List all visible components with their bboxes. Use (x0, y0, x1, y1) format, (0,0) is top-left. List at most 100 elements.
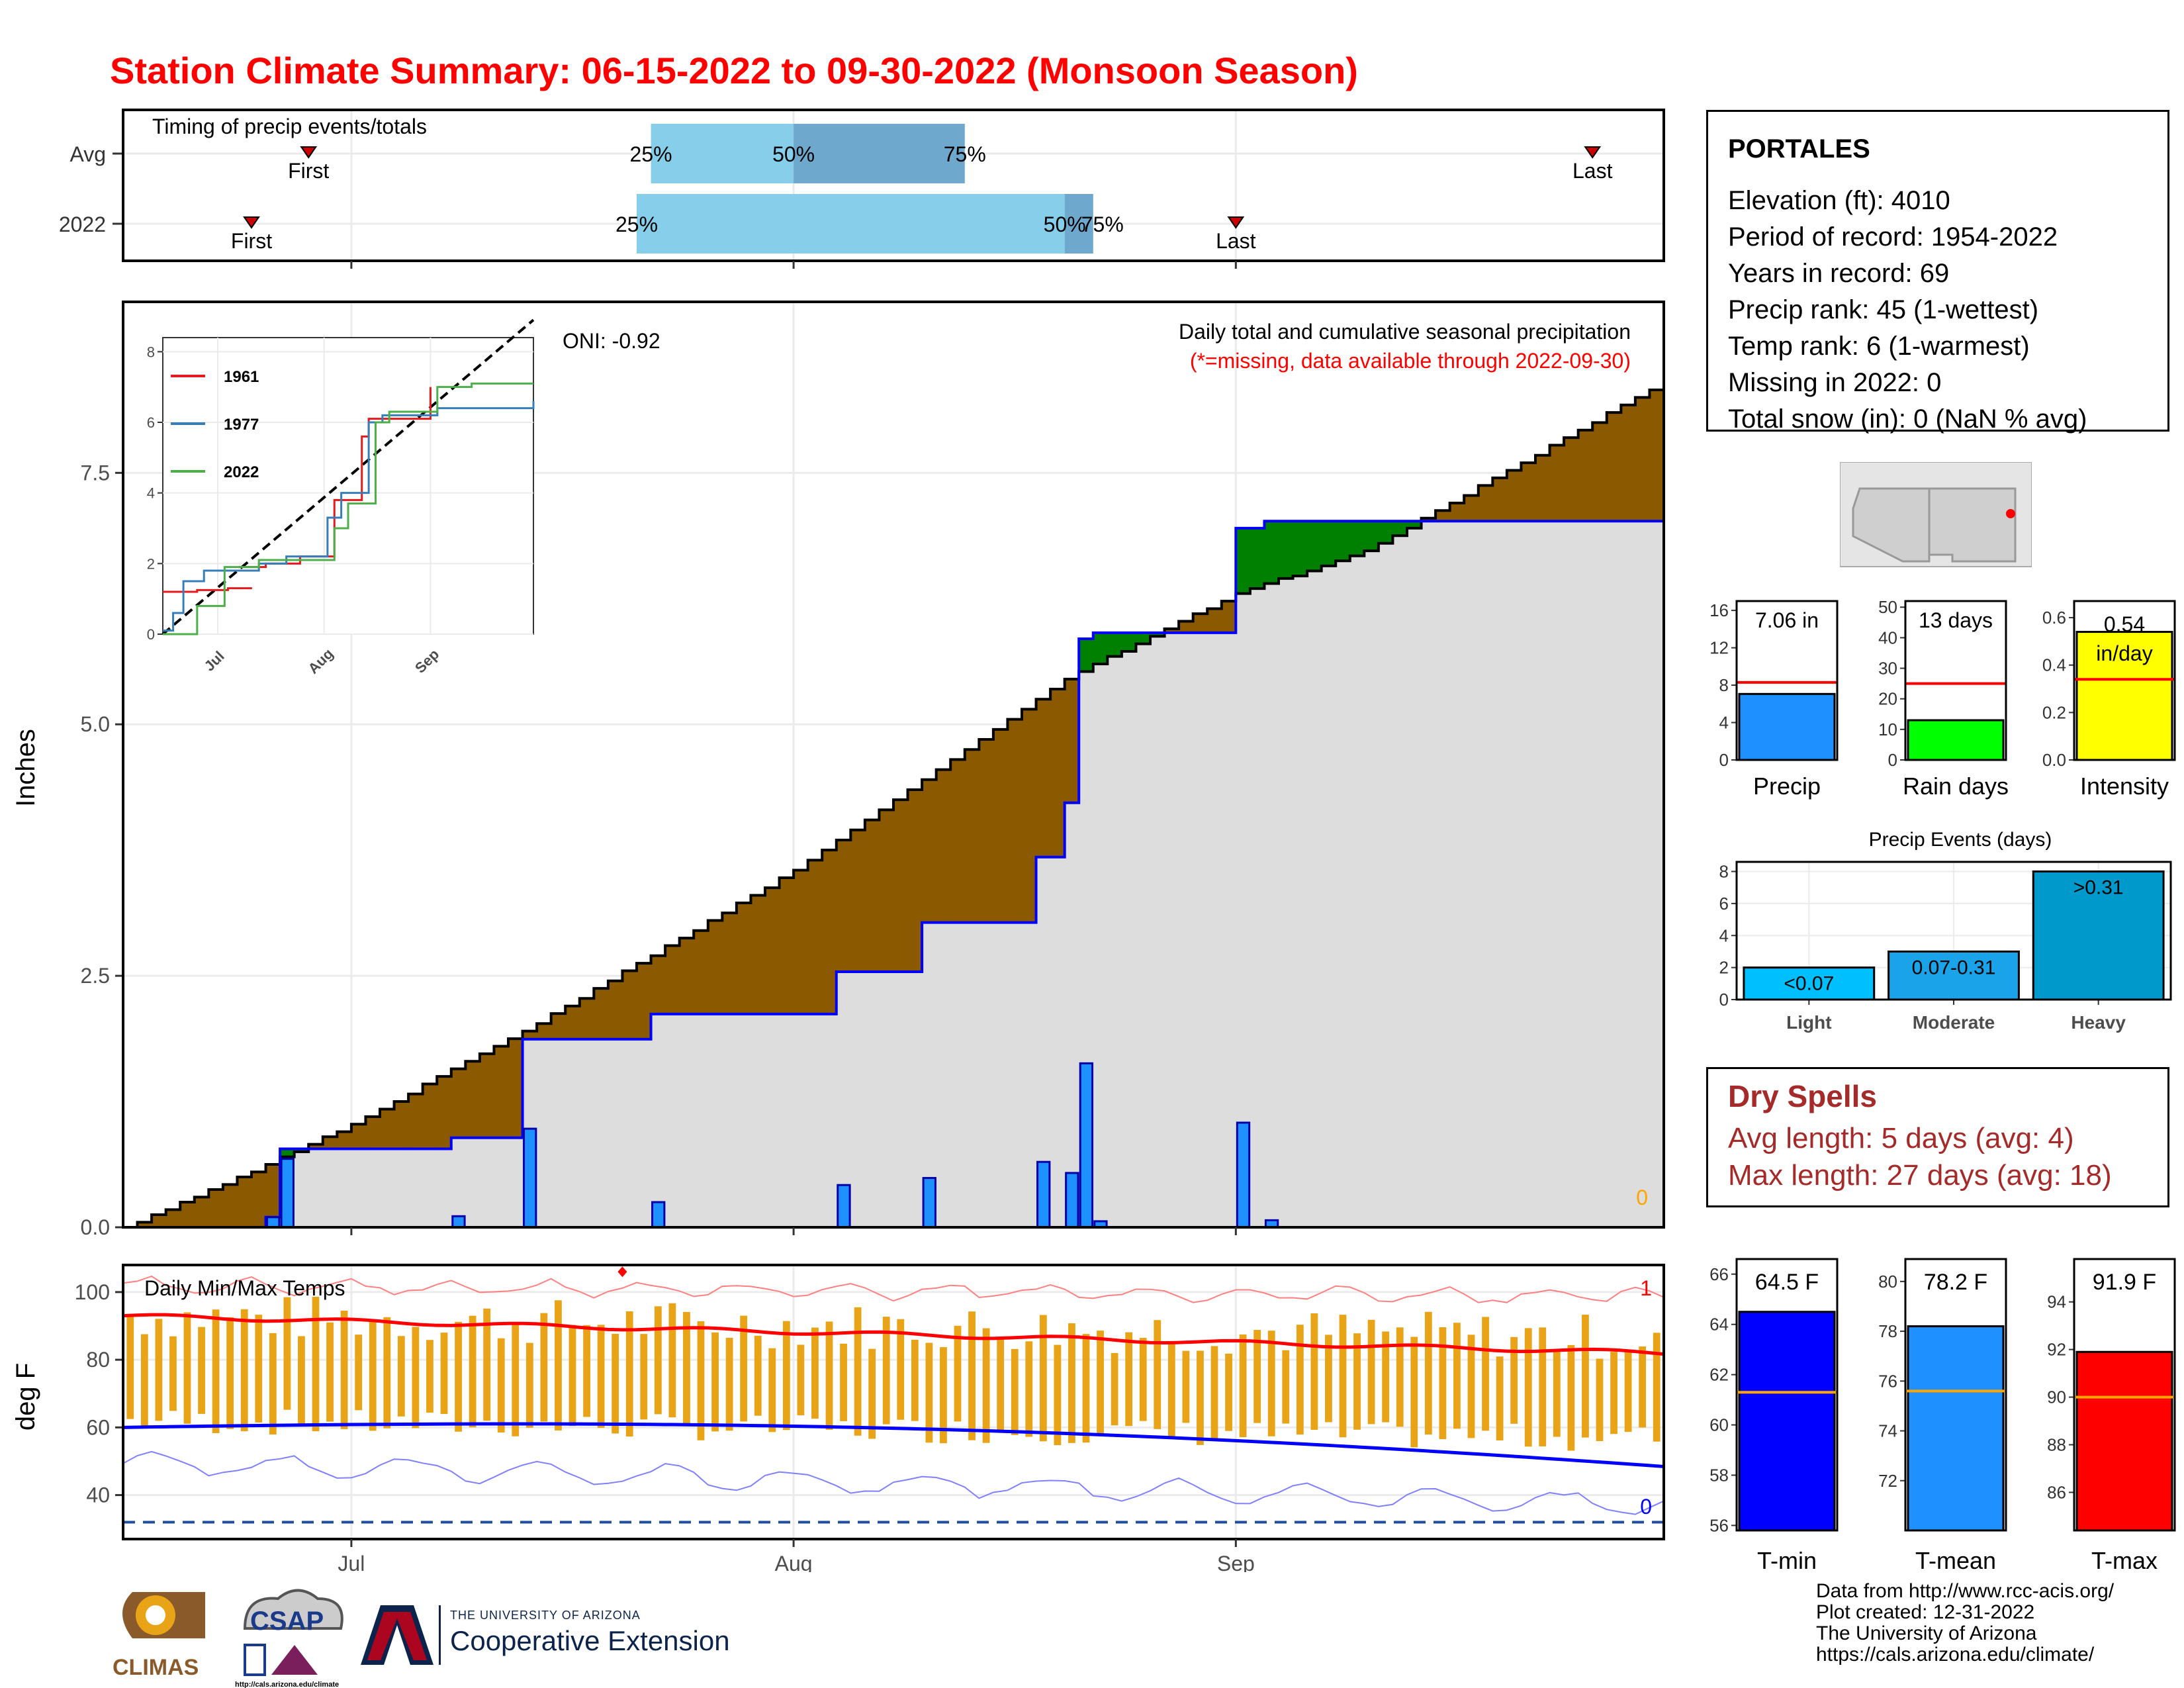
temps-plot-bg (123, 1265, 1664, 1539)
temps-daily-range-bar (412, 1327, 420, 1429)
temps-daily-range-bar (212, 1309, 220, 1433)
timing-last-marker (1584, 146, 1602, 159)
main-above-avg-area (1279, 521, 1294, 579)
temps-daily-range-bar (925, 1342, 933, 1443)
main-above-avg-area (1107, 632, 1122, 657)
temps-daily-range-bar (1225, 1353, 1232, 1431)
events-bar (1743, 966, 1876, 1001)
credit-line-4: https://cals.arizona.edu/climate/ (1816, 1644, 2095, 1665)
temps-record-high-marker (617, 1266, 627, 1278)
main-below-avg-area (1449, 502, 1465, 522)
main-below-avg-area (779, 877, 794, 1014)
temps-daily-range-bar (255, 1315, 263, 1423)
temps-daily-range-bar (497, 1338, 505, 1433)
small-chart-value-label: 7.06 in (1755, 608, 1819, 632)
temps-daily-range-bar (797, 1344, 805, 1416)
main-below-avg-area (1578, 430, 1593, 522)
timing-last-label: Last (1216, 229, 1256, 253)
credit-line-2: Plot created: 12-31-2022 (1816, 1601, 2035, 1623)
temps-daily-range-bar (1182, 1350, 1190, 1423)
main-below-avg-area (451, 1068, 466, 1138)
timing-q75-label: 75% (944, 142, 986, 166)
temps-daily-range-bar (1011, 1348, 1019, 1435)
main-below-avg-area (1621, 404, 1636, 522)
main-below-avg-area (765, 888, 780, 1014)
small-chart-y-tick-label: 58 (1709, 1465, 1729, 1485)
temps-daily-range-bar (155, 1319, 163, 1421)
main-below-avg-area (137, 1222, 152, 1227)
small-chart-y-tick-label: 4 (1719, 713, 1729, 733)
cumulative-precip-chart: 0.0 2.5 5.0 7.5 Inches Daily total and cumula… (11, 301, 1665, 1239)
temps-daily-range-bar (397, 1336, 405, 1417)
main-above-avg-area (1407, 521, 1422, 528)
temps-daily-range-bar (1367, 1319, 1375, 1425)
temps-record-low-line (122, 1450, 1664, 1515)
timing-q50-label: 50% (1044, 212, 1086, 236)
temps-daily-range-bar (226, 1317, 234, 1429)
temps-daily-range-bar (1539, 1327, 1547, 1446)
main-below-avg-area (494, 1046, 509, 1138)
small-chart-y-tick-label: 76 (1878, 1371, 1897, 1391)
main-below-avg-area (1221, 601, 1236, 633)
main-above-avg-area (1349, 521, 1365, 556)
events-bar-label: >0.31 (2073, 877, 2124, 899)
station-info-box: PORTALES Elevation (ft): 4010 Period of … (1706, 110, 2169, 434)
small-chart-y-tick-label: 30 (1878, 659, 1897, 679)
temps-x-tick-label: Sep (1217, 1552, 1255, 1572)
main-below-avg-area (1535, 455, 1551, 522)
timing-first-label: First (288, 159, 329, 183)
inset-legend-label: 1977 (224, 416, 259, 434)
main-below-avg-area (1022, 709, 1037, 923)
temps-daily-range-bar (840, 1343, 847, 1421)
temps-daily-range-bar (711, 1332, 719, 1432)
temps-daily-range-bar (555, 1300, 562, 1430)
small-chart-frame (2073, 600, 2176, 761)
events-y-tick-label: 6 (1719, 894, 1729, 914)
small-chart-value-label: 13 days (1919, 608, 1993, 632)
tmean-chart: 72 74 76 78 80 78.2 F T-mean (1878, 1258, 2007, 1574)
small-chart-y-tick-label: 72 (1878, 1471, 1897, 1491)
main-below-avg-area (522, 1031, 537, 1039)
events-y-tick-label: 4 (1719, 925, 1729, 945)
station-name: PORTALES (1728, 134, 1870, 164)
main-below-avg-area (508, 1039, 523, 1138)
temperature-chart: 40 60 80 100 deg F Daily Min/Max Temps 1 0 Jul Au… (11, 1264, 1665, 1572)
station-missing: Missing in 2022: 0 (1728, 368, 1942, 397)
main-below-avg-area (265, 1164, 281, 1217)
timing-first-marker (243, 216, 260, 229)
events-x-tick-label: Moderate (1913, 1012, 1995, 1033)
small-chart-y-tick-label: 16 (1709, 600, 1729, 620)
main-shared-area (123, 521, 1664, 1227)
temps-daily-range-bar (355, 1335, 363, 1411)
main-above-avg-area (1378, 521, 1394, 543)
main-below-avg-area (665, 945, 680, 1014)
credit-line-1: Data from http://www.rcc-acis.org/ (1816, 1580, 2115, 1602)
temps-avg-min-line (122, 1422, 1664, 1468)
temps-daily-range-bar (1382, 1331, 1390, 1423)
temps-daily-range-bar (1496, 1356, 1504, 1440)
small-chart-y-tick-label: 20 (1878, 689, 1897, 709)
temps-daily-range-bar (612, 1333, 619, 1434)
small-chart-y-tick-label: 88 (2047, 1435, 2066, 1455)
main-chart-subtitle: (*=missing, data available through 2022-… (1190, 349, 1631, 373)
main-below-avg-area (679, 938, 694, 1014)
tmax-chart: 86 88 90 92 94 91.9 F T-max (2047, 1258, 2176, 1574)
main-below-avg-area (1193, 614, 1208, 633)
main-daily-precip-bar (523, 1127, 537, 1229)
small-chart-y-tick-label: 56 (1709, 1515, 1729, 1535)
temps-daily-range-bar (997, 1338, 1005, 1432)
main-below-avg-area (979, 739, 994, 923)
inset-y-tick-label: 4 (147, 485, 155, 502)
small-chart-value-bar (1907, 1325, 2005, 1532)
temps-daily-range-bar (1582, 1315, 1589, 1438)
events-y-tick-label: 2 (1719, 958, 1729, 978)
small-chart-title: Intensity (2080, 773, 2169, 800)
main-below-avg-area (608, 980, 623, 1039)
temps-daily-range-bar (740, 1315, 748, 1422)
temps-daily-range-bar (1167, 1341, 1175, 1437)
timing-row-label: Avg (69, 142, 106, 166)
main-below-avg-area (251, 1172, 267, 1227)
temps-daily-range-bar (1624, 1349, 1632, 1432)
main-above-avg-area (1264, 521, 1279, 584)
main-daily-precip-bar (1036, 1160, 1051, 1229)
